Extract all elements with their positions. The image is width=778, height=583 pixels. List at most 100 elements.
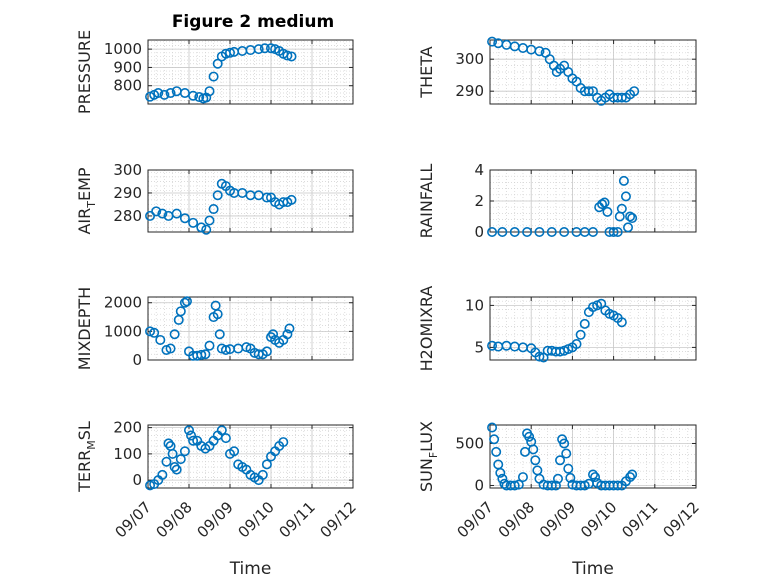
data-point [179, 297, 190, 308]
axes-box [147, 39, 354, 105]
data-point [165, 88, 176, 99]
y-tick-label: 4 [474, 161, 484, 179]
y-tick-label: 300 [113, 161, 142, 179]
data-point [532, 465, 543, 476]
data-point [509, 227, 520, 238]
data-point [587, 227, 598, 238]
axes-box [147, 296, 354, 361]
subplot-mixdepth: 0 1000 2000 MIXDEPTH [75, 287, 354, 370]
data-point [157, 469, 168, 480]
data-point [171, 464, 182, 475]
data-point [175, 454, 186, 465]
subplot-h2omixra: 5 10 H2OMIXRA [417, 286, 697, 371]
data-point [284, 323, 295, 334]
data-point [175, 306, 186, 317]
x-axis-label: Time [229, 559, 272, 579]
data-point [534, 351, 545, 362]
y-tick-label: 0 [132, 351, 142, 369]
data-point [629, 86, 640, 97]
data-point [257, 469, 268, 480]
x-tick-label: 09/07 [112, 498, 155, 541]
data-point [612, 480, 623, 491]
data-point [261, 192, 272, 203]
y-axis-label: AIRTEMP [75, 167, 98, 234]
data-point [587, 469, 598, 480]
data-point [534, 473, 545, 484]
data-point [188, 435, 199, 446]
data-point [555, 455, 566, 466]
y-tick-label: 2 [474, 192, 484, 210]
data-point [229, 446, 240, 457]
data-point [208, 71, 219, 82]
data-point [528, 444, 539, 455]
subplot-sun: 0 500 SUNFLUX 09/0709/0809/0909/1009/1109/1… [417, 421, 703, 579]
data-point [546, 227, 557, 238]
data-point [517, 42, 528, 53]
x-tick-label: 09/08 [153, 498, 196, 541]
data-point [161, 456, 172, 467]
y-tick-label: 300 [455, 50, 484, 68]
data-point [616, 92, 627, 103]
subplot-terr: 0 100 200 TERRMSL 09/0709/0809/0909/1009/110… [75, 419, 360, 579]
x-tick-label: 09/09 [194, 498, 237, 541]
data-point [165, 343, 176, 354]
data-point [204, 340, 215, 351]
x-tick-label: 09/12 [317, 498, 360, 541]
data-point [204, 86, 215, 97]
data-point [157, 208, 168, 219]
y-tick-label: 1000 [104, 322, 142, 340]
data-point [487, 340, 498, 351]
data-point [253, 190, 264, 201]
data-point [599, 197, 610, 208]
data-point [618, 175, 629, 186]
axes-box [489, 424, 697, 489]
axes-box [147, 424, 354, 489]
x-tick-label: 09/11 [276, 498, 319, 541]
data-point [188, 217, 199, 228]
data-point [220, 433, 231, 444]
data-point [620, 191, 631, 202]
y-tick-label: 10 [465, 296, 484, 314]
data-point [524, 431, 535, 442]
data-point [179, 446, 190, 457]
data-point [579, 318, 590, 329]
y-axis-label: MIXDEPTH [75, 287, 94, 370]
x-tick-label: 09/08 [495, 498, 538, 541]
data-point [497, 227, 508, 238]
axes-box [489, 296, 697, 361]
data-point [169, 461, 180, 472]
y-tick-label: 290 [113, 184, 142, 202]
data-point [282, 329, 293, 340]
data-point [169, 329, 180, 340]
data-point [616, 203, 627, 214]
y-tick-label: 500 [455, 434, 484, 452]
data-point [551, 67, 562, 78]
x-tick-label: 09/07 [454, 498, 497, 541]
y-tick-label: 5 [474, 338, 484, 356]
data-point [261, 346, 272, 357]
x-tick-label: 09/10 [235, 498, 278, 541]
data-point [181, 296, 192, 307]
data-point [550, 480, 561, 491]
data-point [623, 222, 634, 233]
data-point [495, 467, 506, 478]
y-tick-label: 0 [474, 223, 484, 241]
data-point [282, 50, 293, 61]
data-point [491, 446, 502, 457]
data-point [188, 90, 199, 101]
data-point [517, 472, 528, 483]
x-tick-label: 09/10 [577, 498, 620, 541]
data-point [212, 190, 223, 201]
data-point [278, 437, 289, 448]
data-point [487, 227, 498, 238]
data-point [196, 349, 207, 360]
data-point [493, 341, 504, 352]
subplot-theta: 290 300 THETA [417, 36, 697, 106]
axes-box [489, 39, 697, 105]
data-point [546, 480, 557, 491]
y-tick-label: 200 [113, 419, 142, 437]
y-axis-label: THETA [417, 46, 436, 98]
data-point [561, 448, 572, 459]
